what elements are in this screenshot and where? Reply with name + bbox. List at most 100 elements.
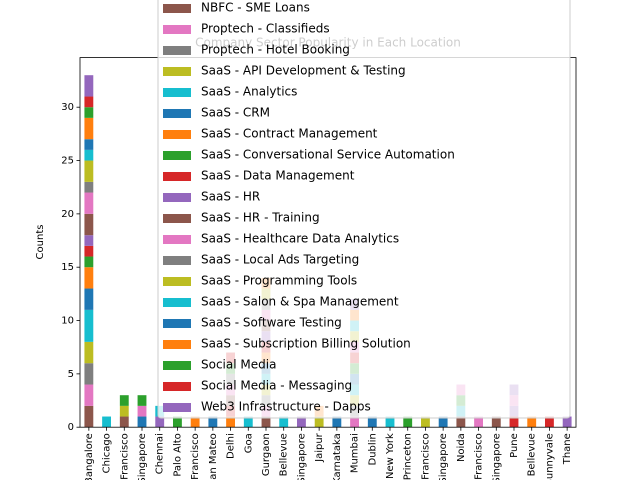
bar-segment [314, 416, 324, 428]
bar-segment [137, 405, 147, 417]
bar-segment [155, 416, 165, 428]
legend-label: SaaS - Local Ads Targeting [201, 253, 359, 267]
y-tick-label: 20 [61, 209, 74, 220]
x-tick-label: Jaipur [314, 432, 325, 463]
bar-segment [84, 181, 94, 193]
bar-segment [456, 416, 466, 428]
x-tick-label: Chicago [102, 433, 113, 473]
legend-swatch [163, 109, 191, 118]
bar-segment [84, 384, 94, 406]
legend-label: Proptech - Hotel Booking [201, 43, 350, 57]
x-tick-label: Mumbai [350, 433, 361, 473]
bar-segment [137, 416, 147, 428]
legend-swatch [163, 172, 191, 181]
bar-segment [421, 416, 430, 428]
bar-segment [119, 405, 129, 417]
legend-box [157, 0, 571, 419]
x-tick-label: Princeton [403, 433, 414, 480]
legend-swatch [163, 382, 191, 391]
bar-segment [208, 416, 218, 428]
bar-segment [438, 416, 448, 428]
legend-swatch [163, 256, 191, 265]
legend-label: SaaS - Healthcare Data Analytics [201, 232, 399, 246]
bar-segment [102, 416, 111, 428]
x-tick-label: Palo Alto [172, 433, 183, 476]
legend-label: SaaS - CRM [201, 106, 270, 120]
bar-segment [84, 75, 94, 97]
x-tick-label: Singapore [491, 433, 502, 480]
bar-segment [403, 416, 413, 428]
y-tick-label: 5 [68, 369, 74, 380]
x-tick-label: San Francisco [474, 433, 485, 480]
bar-segment [84, 107, 94, 118]
bar-segment [84, 288, 94, 310]
legend-swatch [163, 46, 191, 55]
legend-label: SaaS - Software Testing [201, 316, 342, 330]
legend-swatch [163, 130, 191, 139]
legend-label: SaaS - Conversational Service Automation [201, 148, 455, 162]
bar-segment [84, 160, 94, 182]
x-tick-label: Pune [509, 433, 520, 458]
bar-segment [332, 416, 342, 428]
x-tick-label: Thane [562, 433, 573, 465]
bar-segment [226, 416, 235, 428]
x-tick-label: Singapore [438, 433, 449, 480]
legend-swatch [163, 214, 191, 223]
bar-segment [509, 416, 519, 428]
legend-label: Web3 Infrastructure - Dapps [201, 400, 371, 414]
legend-swatch [163, 403, 191, 412]
x-tick-label: Goa [243, 433, 254, 453]
legend-label: Social Media - Messaging [201, 379, 352, 393]
bar-segment [350, 416, 359, 428]
y-tick-label: 15 [61, 262, 74, 273]
bar-segment [84, 192, 94, 214]
x-tick-label: Delhi [226, 433, 237, 459]
bar-segment [367, 416, 377, 428]
bar-segment [190, 416, 200, 428]
legend-label: SaaS - API Development & Testing [201, 64, 406, 78]
legend-label: SaaS - HR - Training [201, 211, 320, 225]
bar-segment [474, 416, 483, 428]
x-tick-label: Noida [456, 433, 467, 462]
legend-label: SaaS - Subscription Billing Solution [201, 337, 411, 351]
bar-segment [297, 416, 306, 428]
legend-label: SaaS - Data Management [201, 169, 355, 183]
legend-swatch [163, 277, 191, 286]
legend-label: Proptech - Classifieds [201, 22, 330, 36]
bar-segment [84, 245, 94, 257]
x-tick-label: Karnataka [332, 433, 343, 480]
bar-segment [119, 416, 129, 428]
legend-label: SaaS - Contract Management [201, 127, 378, 141]
legend-swatch [163, 4, 191, 13]
bar-segment [545, 416, 554, 428]
bar-segment [84, 363, 94, 385]
bar-segment [84, 235, 94, 246]
y-tick-label: 0 [68, 422, 74, 433]
bar-segment [84, 256, 94, 268]
x-tick-label: San Francisco [119, 433, 130, 480]
legend-swatch [163, 319, 191, 328]
legend-swatch [163, 340, 191, 349]
y-axis-label: Counts [35, 225, 46, 260]
bar-segment [243, 416, 253, 428]
bar-segment [84, 405, 94, 428]
legend-swatch [163, 298, 191, 307]
bar-segment [562, 416, 572, 428]
x-tick-label: Singapore [296, 433, 307, 480]
y-tick-label: 10 [61, 316, 74, 327]
bar-segment [84, 139, 94, 150]
bar-segment [137, 395, 147, 406]
legend-swatch [163, 361, 191, 370]
legend-label: SaaS - HR [201, 190, 260, 204]
legend-label: SaaS - Salon & Spa Management [201, 295, 399, 309]
x-tick-label: Sunnyvale [544, 433, 555, 480]
legend-swatch [163, 25, 191, 34]
bar-segment [84, 267, 94, 289]
bar-segment [527, 416, 537, 428]
x-tick-label: New York [385, 433, 396, 479]
bar-segment [119, 395, 129, 406]
x-tick-label: San Francisco [190, 433, 201, 480]
x-tick-label: Chennai [155, 433, 166, 474]
legend-label: NBFC - SME Loans [201, 1, 310, 15]
bar-segment [279, 416, 289, 428]
